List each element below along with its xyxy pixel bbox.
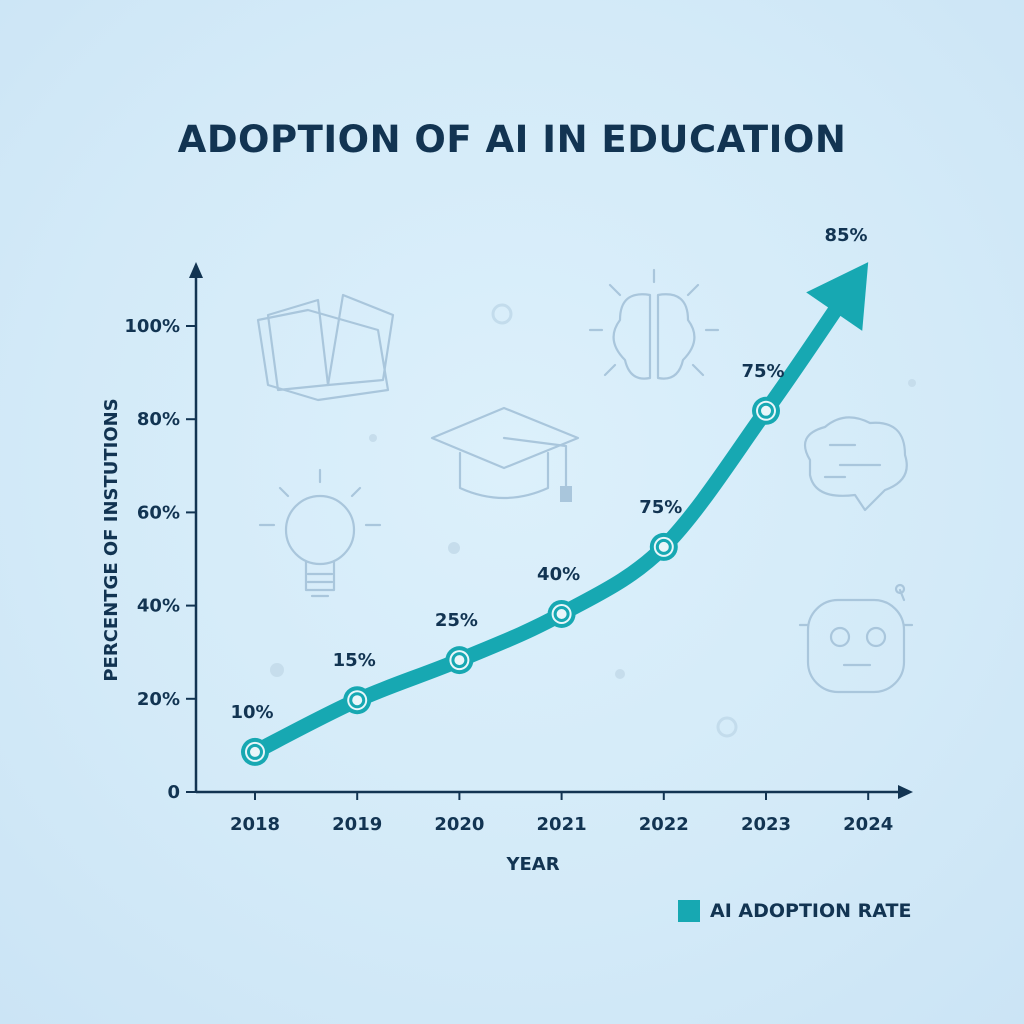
y-tick-label: 20% <box>137 689 180 710</box>
open-book-icon <box>256 293 395 402</box>
y-tick-label: 0 <box>167 782 180 803</box>
data-point-marker-core <box>553 605 570 622</box>
chart-title: ADOPTION OF AI IN EDUCATION <box>177 118 847 161</box>
lightbulb-icon <box>258 468 382 598</box>
x-tick-label: 2020 <box>434 814 484 835</box>
y-tick-label: 40% <box>137 596 180 617</box>
brain-circuit-icon <box>588 268 720 380</box>
graduation-cap-icon <box>430 406 580 502</box>
data-point-marker-core <box>451 652 468 669</box>
data-label: 25% <box>435 610 478 631</box>
legend-swatch <box>678 900 700 922</box>
y-axis-arrow-icon <box>189 262 203 278</box>
data-label: 75% <box>639 497 682 518</box>
legend-label: AI ADOPTION RATE <box>710 900 912 922</box>
data-point-marker-core <box>655 538 672 555</box>
x-tick-label: 2019 <box>332 814 382 835</box>
y-tick-label: 60% <box>137 502 180 523</box>
brain-icon <box>803 416 908 512</box>
data-label: 15% <box>333 650 376 671</box>
x-tick-label: 2018 <box>230 814 280 835</box>
x-axis-arrow-icon <box>898 785 913 799</box>
axes: 0 20% 40% 60% 80% 100% 2018 2019 2020 2021 2022 202… <box>101 262 913 875</box>
x-tick-label: 2024 <box>843 814 893 835</box>
x-tick-label: 2023 <box>741 814 791 835</box>
data-labels: 10% 15% 25% 40% 75% 75% 85% <box>230 225 867 723</box>
data-label: 40% <box>537 564 580 585</box>
y-tick-label: 80% <box>137 409 180 430</box>
data-label: 75% <box>741 361 784 382</box>
series-arrowhead-icon <box>806 262 869 331</box>
data-point-marker-core <box>247 743 263 760</box>
x-tick-label: 2022 <box>639 814 689 835</box>
y-tick-label: 100% <box>124 316 180 337</box>
legend: AI ADOPTION RATE <box>678 900 911 922</box>
background-decorations <box>256 268 916 738</box>
data-label: 10% <box>230 702 273 723</box>
x-tick-label: 2021 <box>537 814 587 835</box>
x-axis-label: YEAR <box>505 854 559 875</box>
robot-icon <box>798 583 914 694</box>
data-point-marker-core <box>758 402 774 419</box>
y-axis-label: PERCENTGE OF INSTUTIONS <box>101 398 122 681</box>
data-point-marker-core <box>349 692 366 709</box>
data-label: 85% <box>824 225 867 246</box>
series-ai-adoption-rate <box>241 262 869 766</box>
